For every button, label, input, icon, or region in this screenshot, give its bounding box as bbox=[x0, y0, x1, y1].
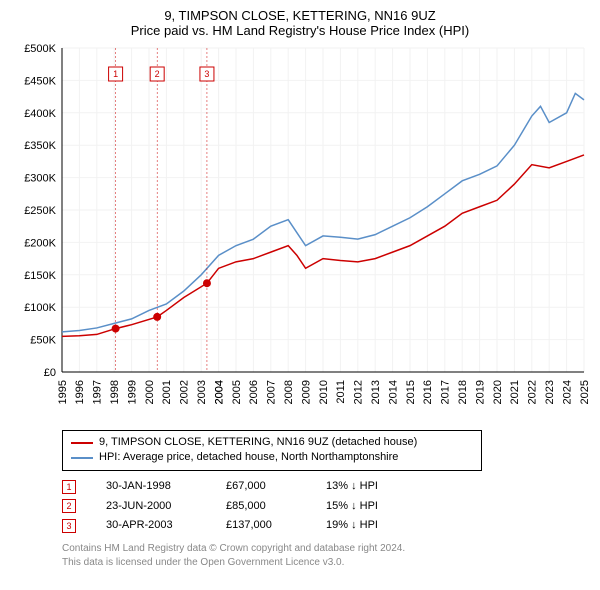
svg-text:£350K: £350K bbox=[24, 140, 56, 152]
svg-text:2010: 2010 bbox=[318, 380, 330, 404]
transaction-price: £67,000 bbox=[226, 477, 296, 497]
svg-text:2009: 2009 bbox=[300, 380, 312, 404]
svg-text:2016: 2016 bbox=[422, 380, 434, 404]
svg-text:2015: 2015 bbox=[405, 380, 417, 404]
transaction-price: £137,000 bbox=[226, 516, 296, 536]
transaction-date: 23-JUN-2000 bbox=[106, 497, 196, 517]
transactions-table: 1 30-JAN-1998 £67,000 13% ↓ HPI 2 23-JUN-2000… bbox=[62, 477, 588, 536]
svg-text:2007: 2007 bbox=[266, 380, 278, 404]
svg-text:£200K: £200K bbox=[24, 237, 56, 249]
svg-text:£450K: £450K bbox=[24, 75, 56, 87]
svg-text:2006: 2006 bbox=[248, 380, 260, 404]
svg-text:£500K: £500K bbox=[24, 44, 56, 55]
svg-text:2021: 2021 bbox=[509, 380, 521, 404]
transaction-date: 30-APR-2003 bbox=[106, 516, 196, 536]
transaction-diff: 13% ↓ HPI bbox=[326, 477, 416, 497]
svg-text:1999: 1999 bbox=[126, 380, 138, 404]
transaction-row: 3 30-APR-2003 £137,000 19% ↓ HPI bbox=[62, 516, 588, 536]
footer-attribution: Contains HM Land Registry data © Crown c… bbox=[62, 542, 588, 570]
svg-text:2001: 2001 bbox=[161, 380, 173, 404]
svg-text:£50K: £50K bbox=[30, 335, 56, 347]
svg-text:£300K: £300K bbox=[24, 173, 56, 185]
svg-text:2017: 2017 bbox=[440, 380, 452, 404]
svg-text:1998: 1998 bbox=[109, 380, 121, 404]
transaction-price: £85,000 bbox=[226, 497, 296, 517]
svg-text:2023: 2023 bbox=[544, 380, 556, 404]
footer-line-2: This data is licensed under the Open Gov… bbox=[62, 556, 588, 570]
svg-text:2013: 2013 bbox=[370, 380, 382, 404]
chart-plot-area: £0 £50K £100K £150K £200K £250K £300K £350K £400… bbox=[12, 44, 588, 424]
svg-text:1996: 1996 bbox=[74, 380, 86, 404]
transaction-date: 30-JAN-1998 bbox=[106, 477, 196, 497]
chart-container: 9, TIMPSON CLOSE, KETTERING, NN16 9UZ Pr… bbox=[0, 0, 600, 590]
svg-text:£150K: £150K bbox=[24, 270, 56, 282]
chart-title: 9, TIMPSON CLOSE, KETTERING, NN16 9UZ bbox=[12, 8, 588, 23]
legend-label: 9, TIMPSON CLOSE, KETTERING, NN16 9UZ (d… bbox=[99, 435, 417, 450]
legend-swatch bbox=[71, 442, 93, 444]
svg-text:2000: 2000 bbox=[144, 380, 156, 404]
line-chart-svg: £0 £50K £100K £150K £200K £250K £300K £350K £400… bbox=[12, 44, 588, 424]
svg-text:2019: 2019 bbox=[474, 380, 486, 404]
svg-text:2: 2 bbox=[155, 69, 160, 79]
svg-text:2005: 2005 bbox=[231, 380, 243, 404]
svg-text:1997: 1997 bbox=[92, 380, 104, 404]
svg-text:2004: 2004 bbox=[213, 380, 225, 404]
transaction-diff: 15% ↓ HPI bbox=[326, 497, 416, 517]
transaction-marker: 2 bbox=[62, 499, 76, 513]
svg-text:1995: 1995 bbox=[57, 380, 69, 404]
transaction-marker: 1 bbox=[62, 480, 76, 494]
svg-text:£400K: £400K bbox=[24, 108, 56, 120]
svg-text:2018: 2018 bbox=[457, 380, 469, 404]
footer-line-1: Contains HM Land Registry data © Crown c… bbox=[62, 542, 588, 556]
transaction-diff: 19% ↓ HPI bbox=[326, 516, 416, 536]
chart-subtitle: Price paid vs. HM Land Registry's House … bbox=[12, 23, 588, 38]
legend-swatch bbox=[71, 457, 93, 459]
svg-text:2002: 2002 bbox=[179, 380, 191, 404]
svg-text:2024: 2024 bbox=[561, 380, 573, 404]
svg-text:£100K: £100K bbox=[24, 302, 56, 314]
svg-text:2022: 2022 bbox=[527, 380, 539, 404]
svg-text:2011: 2011 bbox=[335, 380, 347, 404]
svg-text:2025: 2025 bbox=[579, 380, 588, 404]
svg-text:2020: 2020 bbox=[492, 380, 504, 404]
transaction-row: 2 23-JUN-2000 £85,000 15% ↓ HPI bbox=[62, 497, 588, 517]
svg-text:2008: 2008 bbox=[283, 380, 295, 404]
legend-label: HPI: Average price, detached house, Nort… bbox=[99, 450, 398, 465]
legend-item: 9, TIMPSON CLOSE, KETTERING, NN16 9UZ (d… bbox=[71, 435, 473, 450]
transaction-marker: 3 bbox=[62, 519, 76, 533]
svg-text:£250K: £250K bbox=[24, 205, 56, 217]
transaction-row: 1 30-JAN-1998 £67,000 13% ↓ HPI bbox=[62, 477, 588, 497]
svg-text:2012: 2012 bbox=[353, 380, 365, 404]
svg-text:2003: 2003 bbox=[196, 380, 208, 404]
legend: 9, TIMPSON CLOSE, KETTERING, NN16 9UZ (d… bbox=[62, 430, 482, 471]
svg-text:3: 3 bbox=[204, 69, 209, 79]
svg-text:2014: 2014 bbox=[387, 380, 399, 404]
legend-item: HPI: Average price, detached house, Nort… bbox=[71, 450, 473, 465]
svg-text:£0: £0 bbox=[44, 367, 56, 379]
svg-text:1: 1 bbox=[113, 69, 118, 79]
